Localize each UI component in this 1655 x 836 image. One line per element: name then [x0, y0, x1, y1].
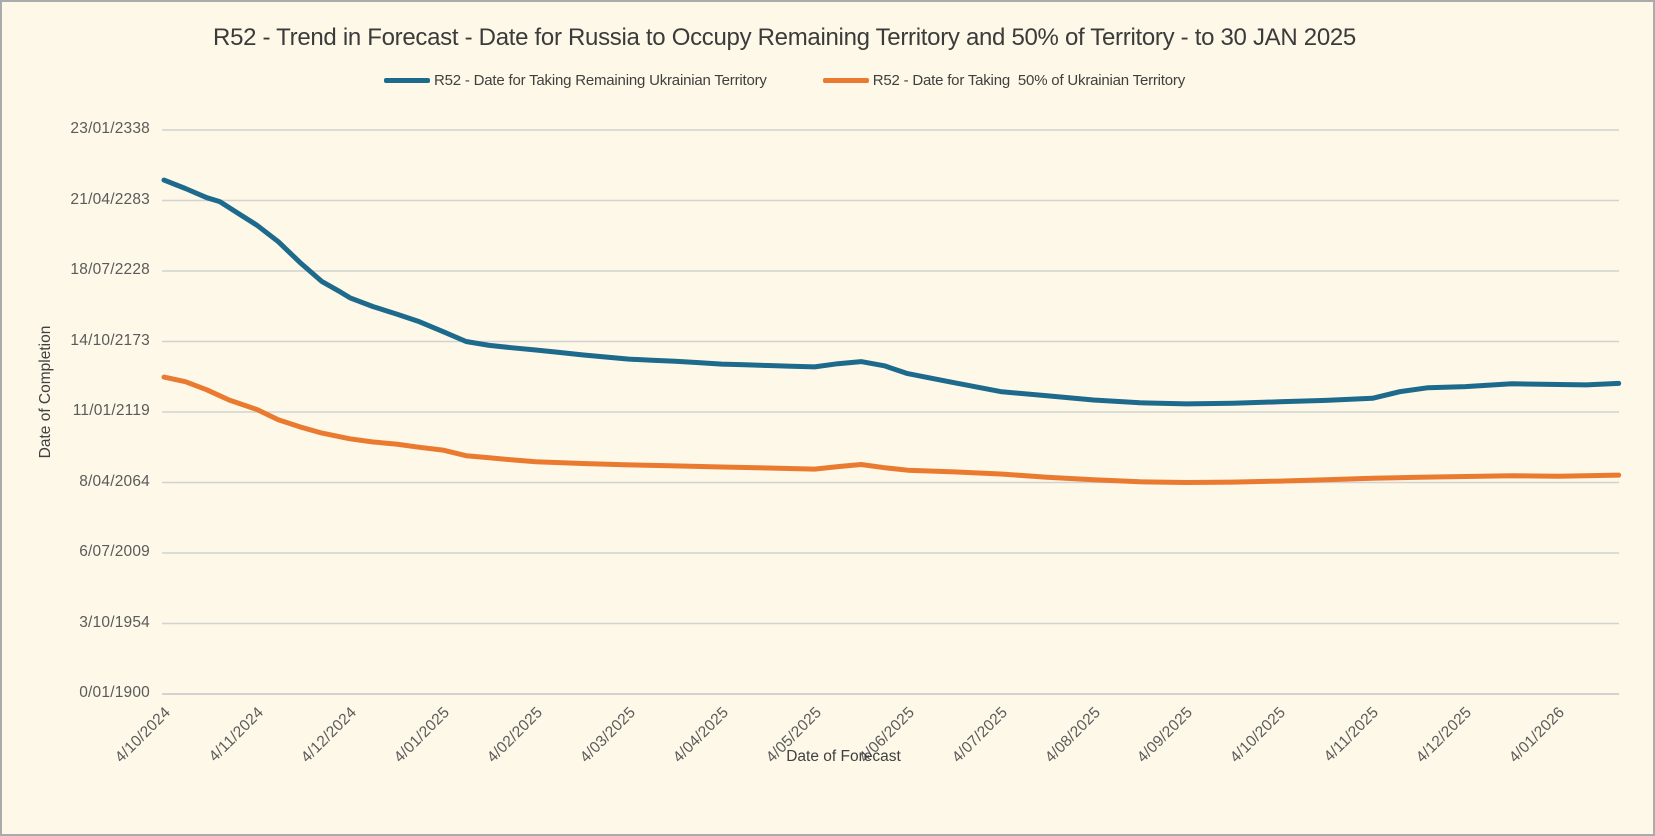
legend: R52 - Date for Taking Remaining Ukrainia… — [2, 72, 1653, 89]
legend-label: R52 - Date for Taking 50% of Ukrainian T… — [872, 72, 1186, 89]
y-tick-label: 6/07/2009 — [79, 543, 150, 560]
chart-title: R52 - Trend in Forecast - Date for Russi… — [213, 24, 1356, 51]
x-axis-title: Date of Forecast — [786, 748, 901, 765]
y-axis-title: Date of Completion — [37, 325, 54, 459]
y-tick-label: 8/04/2064 — [79, 472, 150, 490]
y-tick-label: 23/01/2338 — [70, 120, 150, 137]
series-line-remaining-territory — [161, 177, 1622, 407]
legend-entry-remaining-territory: R52 - Date for Taking Remaining Ukrainia… — [383, 72, 767, 89]
y-tick-label: 0/01/1900 — [79, 684, 150, 701]
legend-label: R52 - Date for Taking Remaining Ukrainia… — [433, 72, 767, 89]
legend-entry-50pct-territory: R52 - Date for Taking 50% of Ukrainian T… — [822, 72, 1186, 89]
y-tick-label: 11/01/2119 — [72, 402, 150, 419]
y-tick-label: 18/07/2228 — [70, 261, 150, 278]
y-tick-label: 3/10/1954 — [79, 613, 150, 631]
y-tick-label: 21/04/2283 — [70, 190, 150, 208]
y-tick-label: 14/10/2173 — [70, 331, 150, 349]
legend-line-swatch-blue — [383, 78, 430, 83]
series-line-50pct-territory — [161, 374, 1622, 485]
legend-line-swatch-orange — [822, 78, 869, 83]
